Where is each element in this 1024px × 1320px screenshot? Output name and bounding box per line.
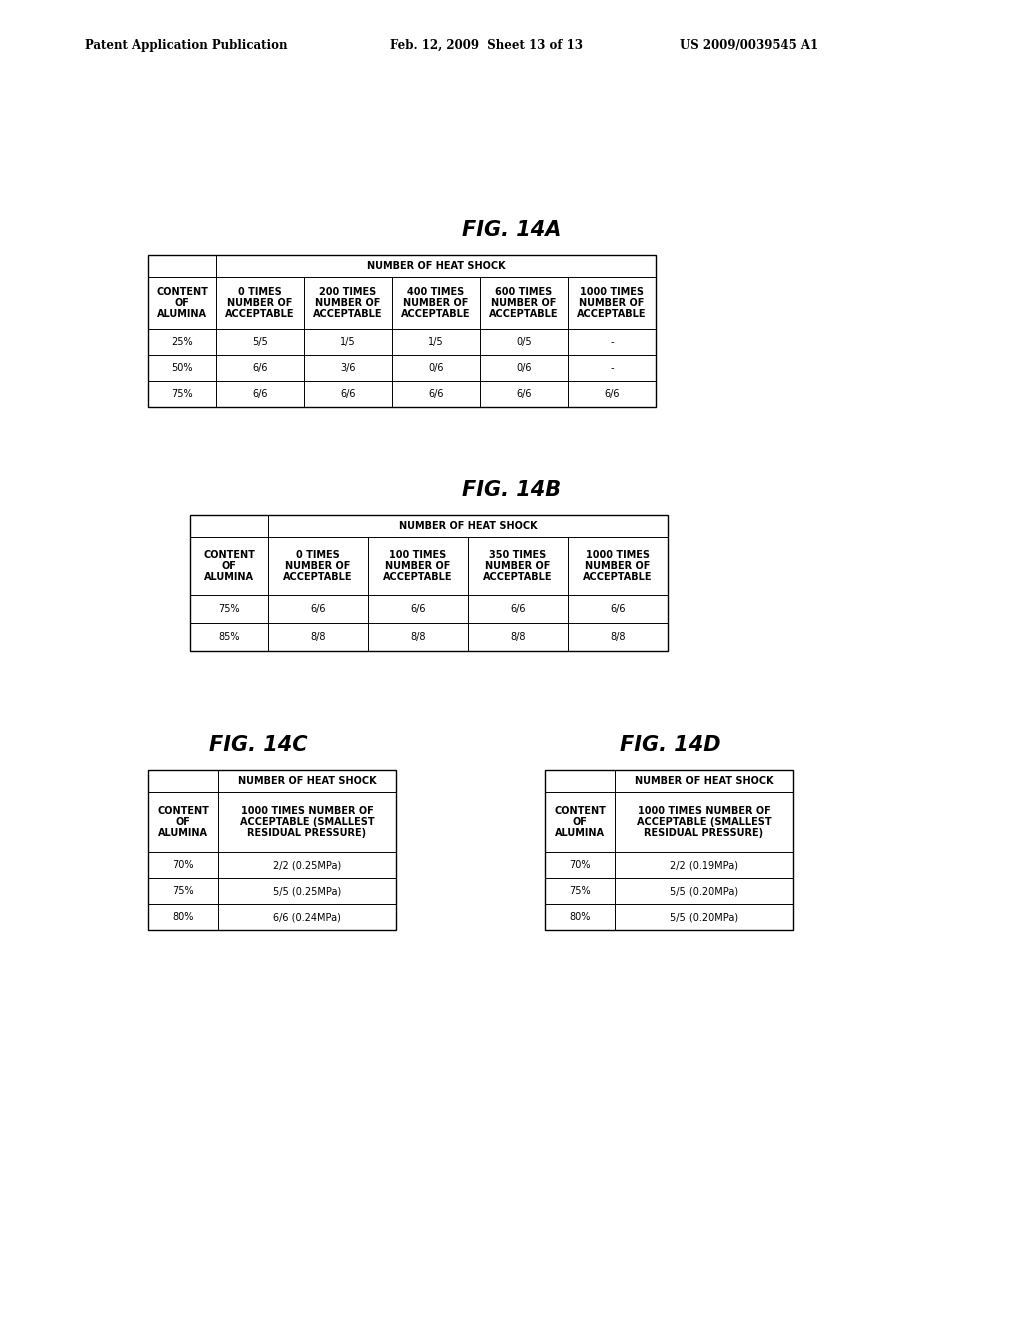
Text: 70%: 70%	[172, 861, 194, 870]
Text: FIG. 14A: FIG. 14A	[462, 220, 562, 240]
Text: 2/2 (0.19MPa): 2/2 (0.19MPa)	[670, 861, 738, 870]
Text: 5/5 (0.20MPa): 5/5 (0.20MPa)	[670, 886, 738, 896]
Bar	[545, 770, 793, 931]
Text: 5/5: 5/5	[252, 337, 268, 347]
Text: 80%: 80%	[172, 912, 194, 921]
Text: 0/6: 0/6	[516, 363, 531, 374]
Text: -: -	[610, 337, 613, 347]
Text: CONTENT
OF
ALUMINA: CONTENT OF ALUMINA	[157, 805, 209, 838]
Text: NUMBER OF HEAT SHOCK: NUMBER OF HEAT SHOCK	[367, 261, 505, 271]
Text: US 2009/0039545 A1: US 2009/0039545 A1	[680, 38, 818, 51]
Text: Feb. 12, 2009  Sheet 13 of 13: Feb. 12, 2009 Sheet 13 of 13	[390, 38, 583, 51]
Text: FIG. 14C: FIG. 14C	[209, 735, 307, 755]
Text: 6/6: 6/6	[510, 605, 525, 614]
Text: 80%: 80%	[569, 912, 591, 921]
Text: 75%: 75%	[171, 389, 193, 399]
Text: 5/5 (0.25MPa): 5/5 (0.25MPa)	[272, 886, 341, 896]
Text: CONTENT
OF
ALUMINA: CONTENT OF ALUMINA	[203, 550, 255, 582]
Text: 50%: 50%	[171, 363, 193, 374]
Text: 8/8: 8/8	[310, 632, 326, 642]
Text: 6/6 (0.24MPa): 6/6 (0.24MPa)	[273, 912, 341, 921]
Text: NUMBER OF HEAT SHOCK: NUMBER OF HEAT SHOCK	[398, 521, 538, 531]
Text: 6/6: 6/6	[428, 389, 443, 399]
Text: CONTENT
OF
ALUMINA: CONTENT OF ALUMINA	[156, 286, 208, 319]
Bar	[148, 770, 396, 931]
Text: 1000 TIMES NUMBER OF
ACCEPTABLE (SMALLEST
RESIDUAL PRESSURE): 1000 TIMES NUMBER OF ACCEPTABLE (SMALLES…	[637, 805, 771, 838]
Text: FIG. 14D: FIG. 14D	[620, 735, 720, 755]
Text: 75%: 75%	[569, 886, 591, 896]
Text: 6/6: 6/6	[411, 605, 426, 614]
Text: NUMBER OF HEAT SHOCK: NUMBER OF HEAT SHOCK	[238, 776, 376, 785]
Text: 0 TIMES
NUMBER OF
ACCEPTABLE: 0 TIMES NUMBER OF ACCEPTABLE	[225, 286, 295, 319]
Text: 6/6: 6/6	[252, 363, 267, 374]
Text: 1000 TIMES
NUMBER OF
ACCEPTABLE: 1000 TIMES NUMBER OF ACCEPTABLE	[584, 550, 652, 582]
Bar	[148, 255, 656, 407]
Text: -: -	[610, 363, 613, 374]
Text: 75%: 75%	[218, 605, 240, 614]
Text: 350 TIMES
NUMBER OF
ACCEPTABLE: 350 TIMES NUMBER OF ACCEPTABLE	[483, 550, 553, 582]
Text: 600 TIMES
NUMBER OF
ACCEPTABLE: 600 TIMES NUMBER OF ACCEPTABLE	[489, 286, 559, 319]
Text: 100 TIMES
NUMBER OF
ACCEPTABLE: 100 TIMES NUMBER OF ACCEPTABLE	[383, 550, 453, 582]
Text: 8/8: 8/8	[411, 632, 426, 642]
Bar	[190, 515, 668, 651]
Text: 5/5 (0.20MPa): 5/5 (0.20MPa)	[670, 912, 738, 921]
Text: 1/5: 1/5	[340, 337, 355, 347]
Text: 2/2 (0.25MPa): 2/2 (0.25MPa)	[272, 861, 341, 870]
Text: 25%: 25%	[171, 337, 193, 347]
Text: 0/5: 0/5	[516, 337, 531, 347]
Text: 70%: 70%	[569, 861, 591, 870]
Text: 1000 TIMES NUMBER OF
ACCEPTABLE (SMALLEST
RESIDUAL PRESSURE): 1000 TIMES NUMBER OF ACCEPTABLE (SMALLES…	[240, 805, 375, 838]
Text: 1/5: 1/5	[428, 337, 443, 347]
Text: CONTENT
OF
ALUMINA: CONTENT OF ALUMINA	[554, 805, 606, 838]
Text: 6/6: 6/6	[310, 605, 326, 614]
Text: 6/6: 6/6	[340, 389, 355, 399]
Text: 6/6: 6/6	[516, 389, 531, 399]
Text: 0/6: 0/6	[428, 363, 443, 374]
Text: Patent Application Publication: Patent Application Publication	[85, 38, 288, 51]
Text: FIG. 14B: FIG. 14B	[463, 480, 561, 500]
Text: 0 TIMES
NUMBER OF
ACCEPTABLE: 0 TIMES NUMBER OF ACCEPTABLE	[284, 550, 352, 582]
Text: 8/8: 8/8	[510, 632, 525, 642]
Text: 200 TIMES
NUMBER OF
ACCEPTABLE: 200 TIMES NUMBER OF ACCEPTABLE	[313, 286, 383, 319]
Text: 8/8: 8/8	[610, 632, 626, 642]
Text: 6/6: 6/6	[604, 389, 620, 399]
Text: 6/6: 6/6	[252, 389, 267, 399]
Text: 1000 TIMES
NUMBER OF
ACCEPTABLE: 1000 TIMES NUMBER OF ACCEPTABLE	[578, 286, 647, 319]
Text: 3/6: 3/6	[340, 363, 355, 374]
Text: NUMBER OF HEAT SHOCK: NUMBER OF HEAT SHOCK	[635, 776, 773, 785]
Text: 400 TIMES
NUMBER OF
ACCEPTABLE: 400 TIMES NUMBER OF ACCEPTABLE	[401, 286, 471, 319]
Text: 85%: 85%	[218, 632, 240, 642]
Text: 6/6: 6/6	[610, 605, 626, 614]
Text: 75%: 75%	[172, 886, 194, 896]
